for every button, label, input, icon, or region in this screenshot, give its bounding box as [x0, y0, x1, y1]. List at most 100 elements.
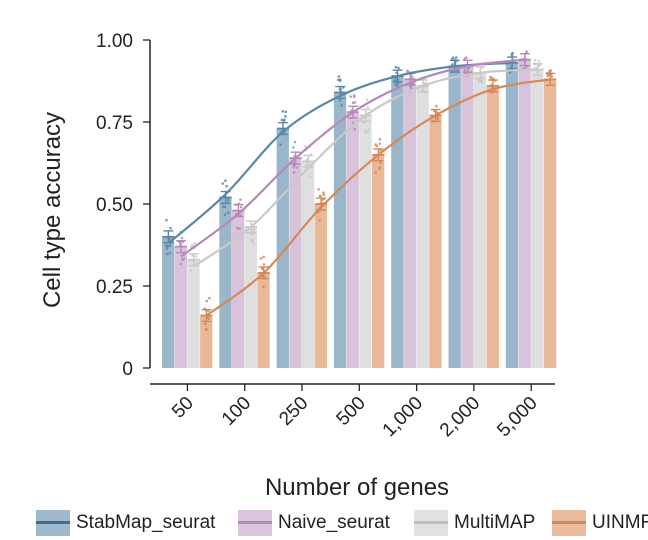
replicate-point: [206, 309, 210, 313]
y-axis-label: Cell type accuracy: [39, 112, 66, 308]
replicate-point: [435, 111, 439, 114]
legend-swatch-uinmf: [552, 510, 586, 536]
replicate-point: [226, 199, 230, 202]
replicate-point: [523, 60, 527, 63]
replicate-point: [394, 83, 397, 86]
replicate-point: [379, 149, 382, 152]
replicate-point: [227, 211, 230, 215]
replicate-point: [411, 82, 415, 86]
replicate-point: [309, 175, 312, 179]
replicate-point: [309, 153, 313, 156]
replicate-point: [205, 299, 209, 303]
replicate-point: [226, 196, 230, 200]
bar: [429, 115, 442, 368]
replicate-point: [304, 144, 307, 148]
x-tick-label: 50: [168, 393, 198, 423]
bar: [473, 72, 487, 369]
replicate-point: [421, 88, 424, 92]
replicate-point: [168, 251, 172, 255]
replicate-point: [351, 101, 355, 104]
replicate-point: [238, 227, 241, 230]
replicate-point: [509, 65, 513, 68]
replicate-point: [340, 104, 344, 107]
legend-item-stabmap[interactable]: StabMap_seurat: [36, 506, 215, 540]
replicate-point: [424, 90, 428, 94]
replicate-point: [225, 184, 228, 188]
replicate-point: [306, 158, 309, 162]
replicate-point: [252, 242, 256, 246]
replicate-point: [436, 117, 440, 121]
replicate-point: [165, 252, 169, 256]
replicate-point: [293, 163, 297, 166]
replicate-point: [378, 137, 382, 141]
series-line: [180, 58, 525, 258]
replicate-point: [480, 66, 484, 70]
replicate-point: [339, 88, 342, 91]
y-tick-label: 1.00: [96, 31, 133, 52]
x-tick-label: 500: [333, 393, 370, 430]
replicate-point: [463, 57, 467, 61]
replicate-point: [394, 65, 398, 69]
replicate-point: [431, 120, 435, 123]
replicate-point: [455, 59, 459, 62]
bar: [416, 85, 429, 369]
replicate-point: [480, 75, 483, 79]
replicate-point: [450, 57, 454, 61]
replicate-point: [293, 140, 297, 144]
replicate-point: [464, 71, 467, 74]
bar: [289, 158, 302, 368]
replicate-point: [317, 188, 320, 191]
replicate-point: [508, 71, 512, 74]
replicate-point: [363, 121, 366, 124]
replicate-point: [318, 194, 322, 198]
replicate-point: [378, 166, 381, 169]
replicate-point: [178, 239, 181, 243]
bar: [219, 197, 232, 368]
series-line: [193, 68, 538, 268]
replicate-point: [411, 76, 414, 79]
replicate-point: [339, 90, 343, 94]
replicate-point: [524, 52, 527, 55]
replicate-point: [181, 240, 185, 244]
replicate-point: [467, 71, 470, 74]
replicate-point: [292, 171, 296, 174]
replicate-point: [292, 165, 296, 169]
y-tick-label: 0.25: [96, 277, 133, 298]
replicate-point: [336, 78, 340, 82]
replicate-point: [262, 285, 265, 289]
replicate-point: [451, 63, 454, 66]
x-axis-label: Number of genes: [265, 474, 449, 501]
replicate-point: [490, 90, 494, 94]
replicate-point: [189, 269, 193, 273]
replicate-point: [363, 129, 367, 133]
legend-label-naive: Naive_seurat: [278, 512, 390, 533]
replicate-point: [322, 197, 326, 201]
y-tick-label: 0: [122, 359, 133, 380]
bar: [174, 246, 187, 368]
replicate-point: [525, 64, 529, 68]
replicate-point: [549, 69, 552, 72]
replicate-point: [478, 79, 482, 82]
legend-item-naive[interactable]: Naive_seurat: [238, 506, 390, 540]
replicate-point: [341, 86, 345, 89]
legend-item-multimap[interactable]: MultiMAP: [414, 506, 535, 540]
replicate-point: [396, 78, 400, 82]
legend-swatch-stabmap: [36, 510, 70, 536]
bar: [391, 76, 404, 368]
replicate-point: [536, 69, 540, 73]
replicate-point: [366, 131, 370, 134]
replicate-point: [350, 109, 353, 113]
replicate-point: [284, 110, 288, 114]
replicate-point: [281, 110, 285, 113]
replicate-point: [353, 101, 357, 104]
bar: [200, 315, 213, 368]
replicate-point: [165, 244, 168, 247]
replicate-point: [179, 262, 182, 266]
replicate-point: [179, 245, 183, 248]
replicate-point: [203, 322, 207, 326]
replicate-point: [397, 66, 400, 70]
replicate-point: [181, 258, 184, 262]
bar: [531, 69, 544, 369]
legend-item-uinmf[interactable]: UINMF: [552, 506, 648, 540]
replicate-point: [280, 118, 284, 122]
